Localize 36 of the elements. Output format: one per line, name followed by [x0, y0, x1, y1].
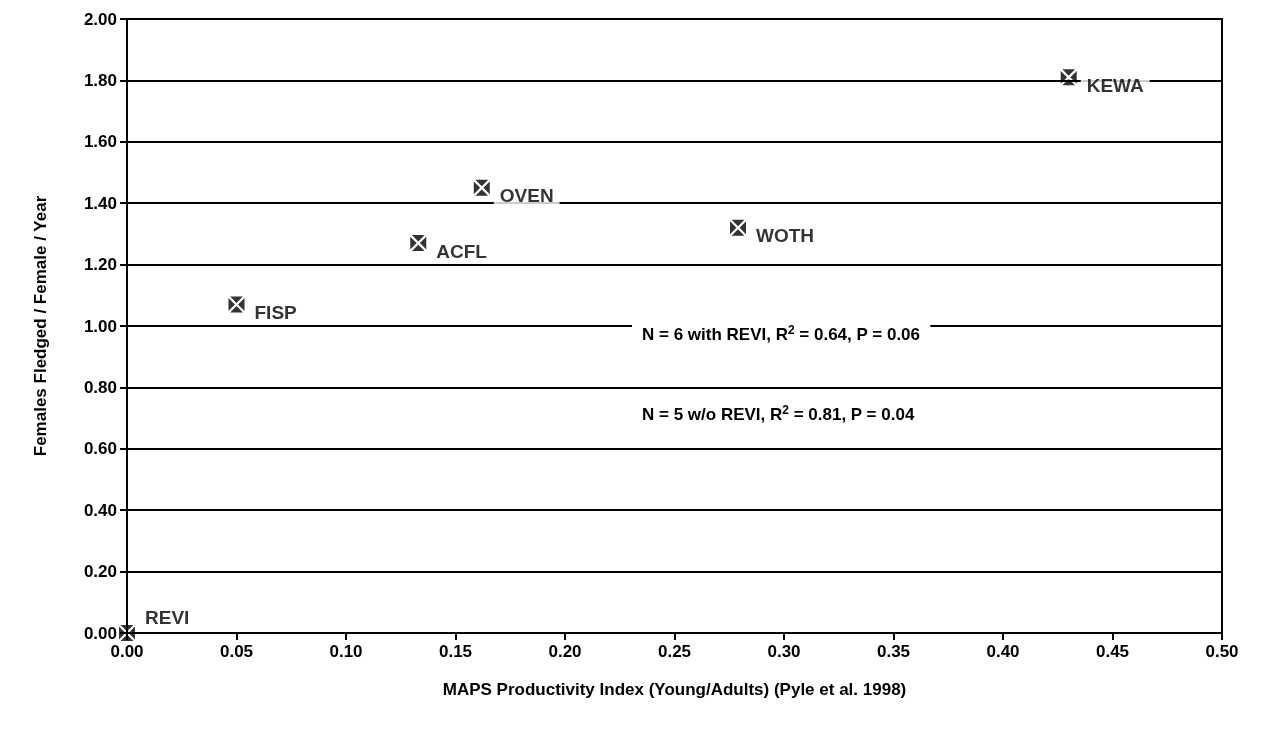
point: [410, 235, 427, 252]
x-axis-title: MAPS Productivity Index (Young/Adults) (Pyle et al. 1998): [442, 680, 907, 699]
y-tick-label: 0.60: [83, 439, 117, 459]
y-tick-label: 0.40: [83, 500, 117, 520]
x-tick-label: 0.20: [548, 642, 582, 661]
point: [1060, 69, 1077, 86]
data-label: OVEN: [499, 185, 554, 207]
x-tick-label: 0.50: [1205, 642, 1239, 661]
x-tick-label: 0.30: [767, 642, 801, 661]
point: [228, 296, 245, 313]
y-tick-label: 1.60: [83, 132, 117, 152]
point: [473, 179, 490, 196]
x-tick-label: 0.40: [986, 642, 1020, 661]
y-tick-label: 0.00: [83, 623, 117, 643]
y-tick-label: 1.80: [83, 70, 117, 90]
data-label: FISP: [254, 302, 298, 324]
x-tick-label: 0.45: [1095, 642, 1130, 661]
point: [119, 625, 135, 641]
x-tick-label: 0.05: [219, 642, 254, 661]
x-tick-label: 0.00: [110, 642, 144, 661]
x-tick-label: 0.10: [329, 642, 363, 661]
y-tick-label: 1.00: [83, 316, 117, 336]
y-tick-label: 0.20: [83, 562, 117, 582]
data-label: WOTH: [756, 225, 815, 247]
point: [730, 219, 747, 236]
x-tick-label: 0.25: [657, 642, 692, 661]
data-label: ACFL: [436, 240, 488, 262]
data-label: REVI: [145, 606, 190, 628]
y-tick-label: 1.20: [83, 255, 117, 275]
y-tick-label: 1.40: [83, 193, 117, 213]
y-tick-label: 0.80: [83, 377, 117, 397]
data-label: KEWA: [1086, 74, 1144, 96]
y-tick-label: 2.00: [83, 9, 117, 29]
x-tick-label: 0.35: [876, 642, 911, 661]
x-tick-label: 0.15: [438, 642, 473, 661]
y-axis-title: Females Fledged / Female / Year: [31, 195, 50, 457]
